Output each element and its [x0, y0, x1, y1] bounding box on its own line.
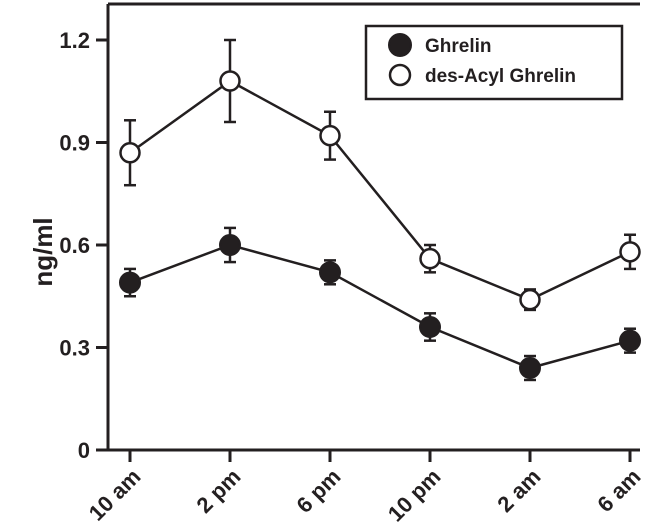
- data-point: [319, 261, 341, 284]
- data-point: [219, 234, 241, 256]
- legend-label-des-acyl-ghrelin: des-Acyl Ghrelin: [425, 66, 576, 87]
- y-tick-label: 1.2: [59, 28, 90, 53]
- x-tick-label: 2 am: [492, 464, 545, 517]
- legend-label-ghrelin: Ghrelin: [425, 36, 492, 57]
- data-point: [219, 70, 241, 92]
- data-point: [119, 271, 141, 294]
- x-tick-label: 6 am: [592, 464, 645, 517]
- series-ghrelin: [119, 226, 641, 382]
- data-point: [419, 247, 441, 270]
- legend-marker-ghrelin: [388, 33, 412, 57]
- y-tick-label: 0.6: [59, 233, 90, 258]
- x-tick-label: 2 pm: [192, 464, 246, 518]
- series-line: [129, 243, 631, 370]
- y-tick-label: 0.3: [59, 336, 90, 361]
- series-line: [129, 79, 631, 302]
- y-tick-label: 0: [78, 438, 90, 463]
- data-point: [519, 357, 541, 379]
- data-point: [619, 241, 641, 263]
- legend-marker-des-acyl-ghrelin: [388, 63, 412, 87]
- series-layer: [119, 38, 641, 382]
- data-point: [119, 142, 141, 164]
- x-tick-label: 6 pm: [292, 464, 346, 518]
- y-axis-title: ng/ml: [28, 217, 58, 286]
- data-point: [519, 288, 541, 311]
- x-tick-label: 10 pm: [383, 464, 446, 527]
- data-point: [619, 329, 641, 352]
- data-point: [319, 124, 341, 147]
- data-point: [419, 316, 441, 338]
- legend: Ghrelin des-Acyl Ghrelin: [364, 24, 624, 101]
- x-tick-label: 10 am: [84, 464, 146, 526]
- y-tick-label: 0.9: [59, 131, 90, 156]
- series-des-acyl-ghrelin: [119, 38, 641, 312]
